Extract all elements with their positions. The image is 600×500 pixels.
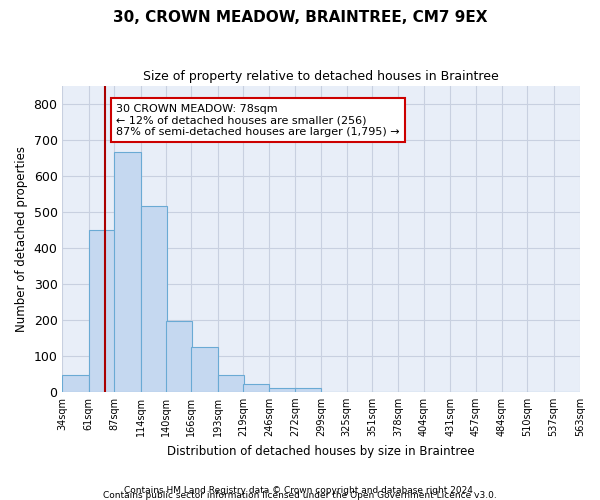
Bar: [243, 384, 269, 392]
Text: Contains HM Land Registry data © Crown copyright and database right 2024.: Contains HM Land Registry data © Crown c…: [124, 486, 476, 495]
Bar: [218, 375, 244, 392]
Bar: [295, 388, 321, 392]
Bar: [269, 388, 296, 392]
Bar: [166, 321, 193, 392]
Y-axis label: Number of detached properties: Number of detached properties: [15, 146, 28, 332]
Text: 30, CROWN MEADOW, BRAINTREE, CM7 9EX: 30, CROWN MEADOW, BRAINTREE, CM7 9EX: [113, 10, 487, 25]
Text: Contains public sector information licensed under the Open Government Licence v3: Contains public sector information licen…: [103, 490, 497, 500]
Bar: [114, 152, 140, 392]
Bar: [140, 206, 167, 392]
Bar: [89, 230, 115, 392]
Title: Size of property relative to detached houses in Braintree: Size of property relative to detached ho…: [143, 70, 499, 83]
X-axis label: Distribution of detached houses by size in Braintree: Distribution of detached houses by size …: [167, 444, 475, 458]
Bar: [191, 347, 218, 392]
Bar: [62, 374, 89, 392]
Text: 30 CROWN MEADOW: 78sqm
← 12% of detached houses are smaller (256)
87% of semi-de: 30 CROWN MEADOW: 78sqm ← 12% of detached…: [116, 104, 400, 137]
